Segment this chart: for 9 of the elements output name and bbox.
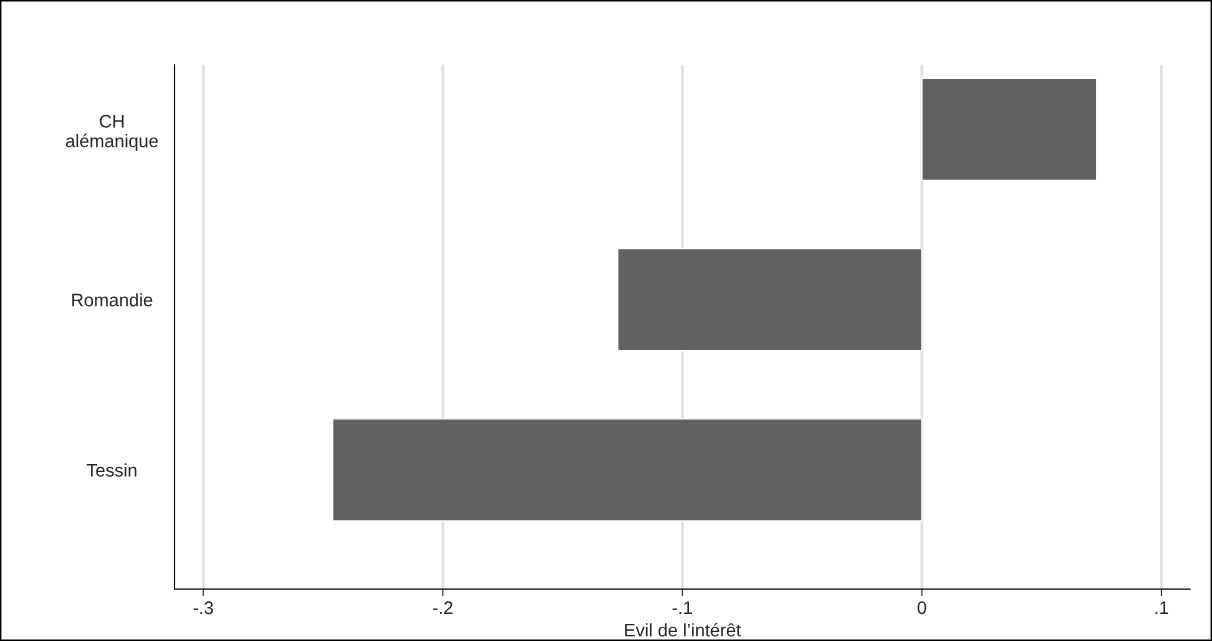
x-axis-title: Evil de l’intérêt xyxy=(625,623,741,637)
x-tick-label: .1 xyxy=(1155,601,1169,614)
x-tick-label: -.1 xyxy=(672,601,693,614)
x-tick-label: 0 xyxy=(917,601,927,615)
y-tick-label: Romandie xyxy=(72,293,153,307)
y-tick-label: Tessin xyxy=(86,463,137,477)
x-tick-label: -.3 xyxy=(193,601,214,615)
y-tick-label: CH alémanique xyxy=(66,114,158,151)
x-tick-label: -.2 xyxy=(433,601,453,614)
